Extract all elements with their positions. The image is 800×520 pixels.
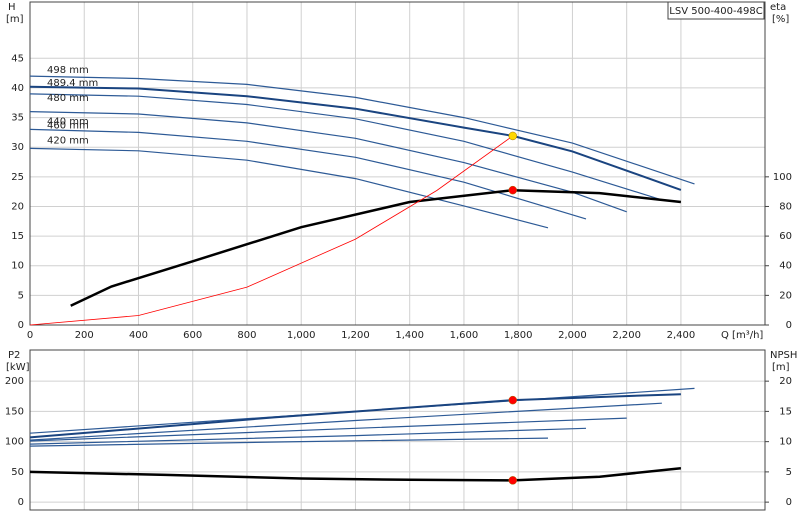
- x-tick-label: 2,000: [558, 330, 587, 341]
- y-axis-label: P2: [8, 350, 20, 361]
- y-tick-label: 45: [11, 53, 24, 64]
- x-tick-label: 600: [183, 330, 202, 341]
- y-tick-label: 5: [18, 290, 24, 301]
- curve: [29, 93, 663, 201]
- y2-axis-label: eta: [770, 2, 786, 13]
- operating-point: [508, 476, 518, 485]
- y-tick-label: 150: [5, 406, 24, 417]
- y-tick-label: 10: [11, 261, 24, 272]
- x-tick-label: 1,000: [287, 330, 316, 341]
- y2-tick-label: 80: [779, 201, 792, 212]
- x-tick-label: 2,200: [612, 330, 641, 341]
- y-tick-label: 100: [5, 437, 24, 448]
- operating-point: [508, 131, 518, 141]
- y2-tick-label: 60: [779, 231, 792, 242]
- x-label-bg: [718, 328, 764, 342]
- curve: [70, 188, 682, 307]
- y-tick-label: 50: [11, 467, 24, 478]
- x-tick-label: 200: [75, 330, 94, 341]
- x-tick-label: 1,800: [504, 330, 533, 341]
- y-tick-label: 25: [11, 172, 24, 183]
- title-box: [667, 1, 765, 20]
- y2-tick-label: 40: [779, 261, 792, 272]
- curve-label: 489.4 mm: [47, 78, 98, 89]
- x-tick-label: 0: [27, 330, 33, 341]
- y2-tick-label: 20: [779, 376, 792, 387]
- curve-label: 440 mm: [47, 116, 89, 127]
- curve: [29, 437, 549, 447]
- chart-title: LSV 500-400-498C: [669, 6, 762, 17]
- plot-frame: [29, 1, 766, 326]
- x-tick-label: 2,400: [667, 330, 696, 341]
- y2-tick-label: 100: [773, 172, 792, 183]
- curve-label: 498 mm: [47, 65, 89, 76]
- x-tick-label: 1,600: [450, 330, 479, 341]
- y-tick-label: 40: [11, 83, 24, 94]
- curve: [29, 417, 627, 442]
- curve: [29, 128, 587, 220]
- y2-tick-label: 15: [779, 406, 792, 417]
- curve-label: 420 mm: [47, 135, 89, 146]
- y2-axis-label: NPSH: [770, 350, 797, 361]
- curve: [29, 147, 549, 229]
- curve: [29, 402, 662, 441]
- x-tick-label: 1,400: [395, 330, 424, 341]
- curve-label: 480 mm: [47, 93, 89, 104]
- x-axis-label: Q [m³/h]: [721, 330, 763, 341]
- y2-tick-label: 0: [786, 497, 792, 508]
- y-axis-label: H: [8, 2, 16, 13]
- y2-axis-unit: [%]: [772, 14, 789, 25]
- curve: [29, 427, 587, 445]
- x-tick-label: 1,200: [341, 330, 370, 341]
- x-tick-label: 400: [129, 330, 148, 341]
- curve: [29, 85, 682, 191]
- y-tick-label: 200: [5, 376, 24, 387]
- y2-tick-label: 0: [786, 320, 792, 331]
- y2-axis-unit: [m]: [772, 362, 790, 373]
- curve: [29, 75, 695, 185]
- y-tick-label: 15: [11, 231, 24, 242]
- y2-tick-label: 20: [779, 290, 792, 301]
- y-tick-label: 0: [18, 320, 24, 331]
- y2-tick-label: 10: [779, 437, 792, 448]
- curve: [29, 135, 514, 326]
- y-axis-unit: [m]: [6, 14, 24, 25]
- y-axis-unit: [kW]: [6, 362, 30, 373]
- plot-frame: [29, 349, 766, 511]
- curve-label: 460 mm: [47, 121, 89, 132]
- operating-point: [508, 185, 518, 195]
- y-tick-label: 35: [11, 113, 24, 124]
- curve: [29, 467, 682, 482]
- y-tick-label: 20: [11, 201, 24, 212]
- operating-point: [508, 395, 518, 405]
- y2-tick-label: 5: [786, 467, 792, 478]
- y-tick-label: 30: [11, 142, 24, 153]
- curve: [29, 393, 681, 439]
- x-tick-label: 800: [237, 330, 256, 341]
- y-tick-label: 0: [18, 497, 24, 508]
